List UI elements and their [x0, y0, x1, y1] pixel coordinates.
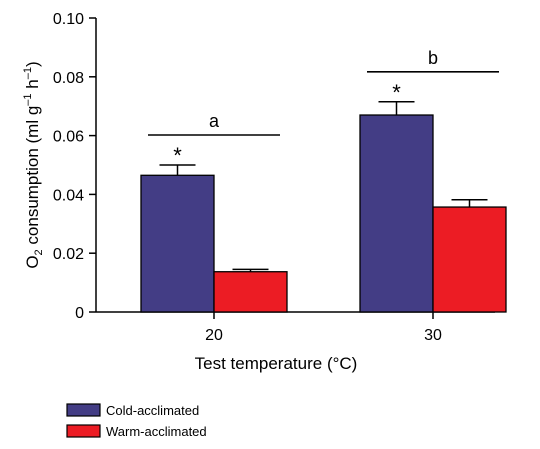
- error-bars: [159, 101, 488, 272]
- legend-swatch-cold: [66, 403, 101, 417]
- y-axis-title-prefix: O: [23, 255, 42, 268]
- bar-warm-20: [213, 271, 288, 313]
- x-tick-label: 20: [205, 327, 223, 344]
- y-axis-title-sup1: –1: [22, 93, 34, 105]
- legend: Cold-acclimated Warm-acclimated: [66, 403, 207, 439]
- y-ticks: 0 0.02 0.04 0.06 0.08 0.10: [53, 11, 96, 322]
- bar-warm-30: [432, 206, 507, 313]
- legend-label-warm: Warm-acclimated: [106, 424, 207, 439]
- y-tick-label: 0: [75, 305, 84, 322]
- y-tick-label: 0.10: [53, 11, 84, 28]
- y-axis-title: O2 consumption (ml g–1 h–1): [22, 61, 45, 268]
- y-axis-title-middle2: h: [23, 79, 42, 93]
- y-tick-label: 0.08: [53, 70, 84, 87]
- x-ticks: 20 30: [205, 312, 442, 344]
- bar-cold-30: [359, 114, 434, 313]
- significance-star: *: [173, 143, 182, 168]
- group-letter: a: [209, 111, 220, 131]
- y-axis-title-suffix: ): [23, 61, 42, 67]
- legend-label-cold: Cold-acclimated: [106, 403, 199, 418]
- x-tick-label: 30: [424, 327, 442, 344]
- y-tick-label: 0.02: [53, 246, 84, 263]
- y-axis-title-sub: 2: [33, 249, 45, 255]
- bars: [140, 114, 507, 313]
- bar-cold-20: [140, 174, 215, 313]
- y-axis-title-sup2: –1: [22, 67, 34, 79]
- significance-star: *: [392, 80, 401, 105]
- y-tick-label: 0.04: [53, 187, 84, 204]
- y-tick-label: 0.06: [53, 129, 84, 146]
- group-letter: b: [428, 48, 438, 68]
- y-axis-title-middle: consumption (ml g: [23, 106, 42, 250]
- legend-swatch-warm: [66, 424, 101, 438]
- annotations: * a * b: [148, 48, 499, 168]
- x-axis-title: Test temperature (°C): [195, 354, 358, 373]
